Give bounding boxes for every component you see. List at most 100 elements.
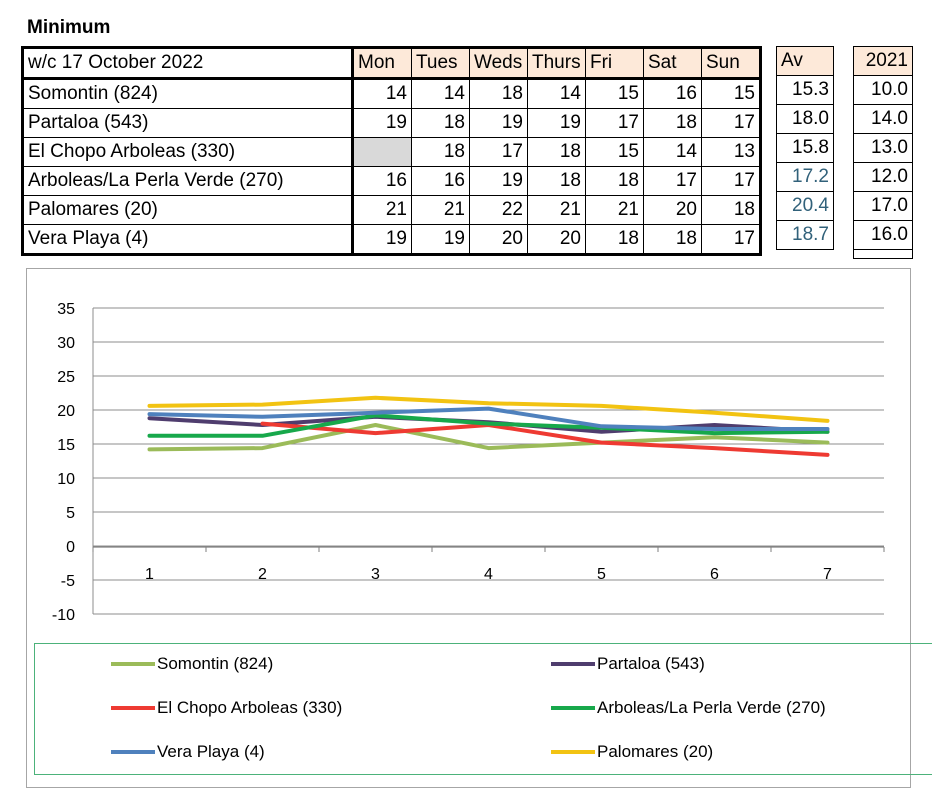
station-name: Partaloa (543) — [22, 108, 354, 138]
day-header: Sat — [643, 47, 702, 80]
x-tick-label: 2 — [258, 566, 267, 583]
legend-label: El Chopo Arboleas (330) — [157, 698, 343, 717]
average-cell: 20.4 — [776, 191, 834, 221]
table-cell: 15 — [585, 137, 644, 167]
table-cell: 18 — [643, 108, 702, 138]
table-cell: 17 — [701, 224, 761, 255]
table-cell: 16 — [411, 166, 470, 196]
table-cell: 17 — [701, 108, 761, 138]
station-name: El Chopo Arboleas (330) — [22, 137, 354, 167]
average-cell: 18.0 — [776, 104, 834, 134]
table-row: Palomares (20) 21 21 22 21 21 20 18 — [22, 195, 761, 225]
x-tick-label: 7 — [823, 566, 832, 583]
table-row: Partaloa (543) 19 18 19 19 17 18 17 — [22, 108, 761, 138]
average-cell: 18.7 — [776, 220, 834, 250]
legend-item: Partaloa (543) — [551, 654, 705, 674]
previous-year-header: 2021 — [853, 46, 913, 76]
y-tick-label: 0 — [66, 539, 75, 556]
table-cell: 18 — [701, 195, 761, 225]
legend-swatch — [551, 662, 595, 666]
legend-swatch — [551, 706, 595, 710]
page-title: Minimum — [27, 17, 111, 38]
table-cell: 16 — [352, 166, 412, 196]
legend-label: Arboleas/La Perla Verde (270) — [597, 698, 826, 717]
table-header-row: w/c 17 October 2022 Mon Tues Weds Thurs … — [22, 47, 761, 80]
chart-area — [26, 268, 911, 788]
legend-label: Palomares (20) — [597, 742, 714, 761]
x-tick-label: 4 — [484, 566, 493, 583]
y-tick-label: -10 — [52, 607, 75, 624]
legend-item: El Chopo Arboleas (330) — [111, 698, 342, 718]
legend-swatch — [111, 706, 155, 710]
table-row: Somontin (824) 14 14 18 14 15 16 15 — [22, 78, 761, 109]
table-cell: 19 — [469, 166, 528, 196]
previous-year-cell: 10.0 — [853, 75, 913, 105]
x-tick-label: 3 — [371, 566, 380, 583]
table-row: Vera Playa (4) 19 19 20 20 18 18 17 — [22, 224, 761, 255]
average-header: Av — [776, 46, 834, 76]
previous-year-table: 2021 10.0 14.0 13.0 12.0 17.0 16.0 — [853, 46, 913, 259]
table-cell: 21 — [411, 195, 470, 225]
station-name: Somontin (824) — [22, 78, 354, 109]
average-cell: 17.2 — [776, 162, 834, 192]
y-tick-label: 20 — [57, 403, 75, 420]
table-cell: 20 — [643, 195, 702, 225]
day-header: Tues — [411, 47, 470, 80]
day-header: Fri — [585, 47, 644, 80]
day-header: Sun — [701, 47, 761, 80]
table-cell: 14 — [643, 137, 702, 167]
series-line-vera-playa-4 — [147, 406, 830, 431]
legend-swatch — [111, 750, 155, 754]
legend-swatch — [551, 750, 595, 754]
table-cell: 18 — [585, 224, 644, 255]
table-cell: 18 — [469, 78, 528, 109]
table-cell: 14 — [527, 78, 586, 109]
x-tick-label: 6 — [710, 566, 719, 583]
y-tick-label: -5 — [61, 573, 75, 590]
legend-label: Somontin (824) — [157, 654, 274, 673]
table-cell: 17 — [469, 137, 528, 167]
table-cell: 14 — [411, 78, 470, 109]
series-line-palomares-20 — [147, 395, 830, 423]
legend-item: Arboleas/La Perla Verde (270) — [551, 698, 826, 718]
table-cell: 14 — [352, 78, 412, 109]
previous-year-cell: 16.0 — [853, 220, 913, 250]
minimum-table: w/c 17 October 2022 Mon Tues Weds Thurs … — [21, 46, 762, 256]
y-tick-label: 35 — [57, 301, 75, 318]
series-line-somontin-824 — [147, 423, 830, 452]
table-cell: 18 — [527, 137, 586, 167]
table-cell: 19 — [352, 224, 412, 255]
previous-year-cell-empty — [853, 249, 913, 259]
series-line-el-chopo-arboleas-330 — [260, 421, 830, 457]
table-cell: 19 — [527, 108, 586, 138]
table-cell: 17 — [585, 108, 644, 138]
y-tick-label: 25 — [57, 369, 75, 386]
table-cell: 20 — [527, 224, 586, 255]
week-label: w/c 17 October 2022 — [22, 47, 354, 80]
y-tick-label: 5 — [66, 505, 75, 522]
legend-item: Somontin (824) — [111, 654, 273, 674]
table-row: Arboleas/La Perla Verde (270) 16 16 19 1… — [22, 166, 761, 196]
legend-item: Palomares (20) — [551, 742, 713, 762]
x-tick-label: 1 — [145, 566, 154, 583]
y-tick-label: 30 — [57, 335, 75, 352]
station-name: Vera Playa (4) — [22, 224, 354, 255]
previous-year-cell: 14.0 — [853, 104, 913, 134]
average-table: Av 15.3 18.0 15.8 17.2 20.4 18.7 — [776, 46, 834, 250]
table-cell: 19 — [411, 224, 470, 255]
station-name: Palomares (20) — [22, 195, 354, 225]
x-tick-label: 5 — [597, 566, 606, 583]
legend-label: Partaloa (543) — [597, 654, 705, 673]
legend-item: Vera Playa (4) — [111, 742, 265, 762]
legend-label: Vera Playa (4) — [157, 742, 265, 761]
series-line-arboleas-la-perla-verde-270 — [147, 413, 830, 438]
y-tick-label: 15 — [57, 437, 75, 454]
average-cell: 15.8 — [776, 133, 834, 163]
station-name: Arboleas/La Perla Verde (270) — [22, 166, 354, 196]
y-tick-label: 10 — [57, 471, 75, 488]
day-header: Thurs — [527, 47, 586, 80]
legend-swatch — [111, 662, 155, 666]
table-cell: 15 — [701, 78, 761, 109]
table-cell: 13 — [701, 137, 761, 167]
